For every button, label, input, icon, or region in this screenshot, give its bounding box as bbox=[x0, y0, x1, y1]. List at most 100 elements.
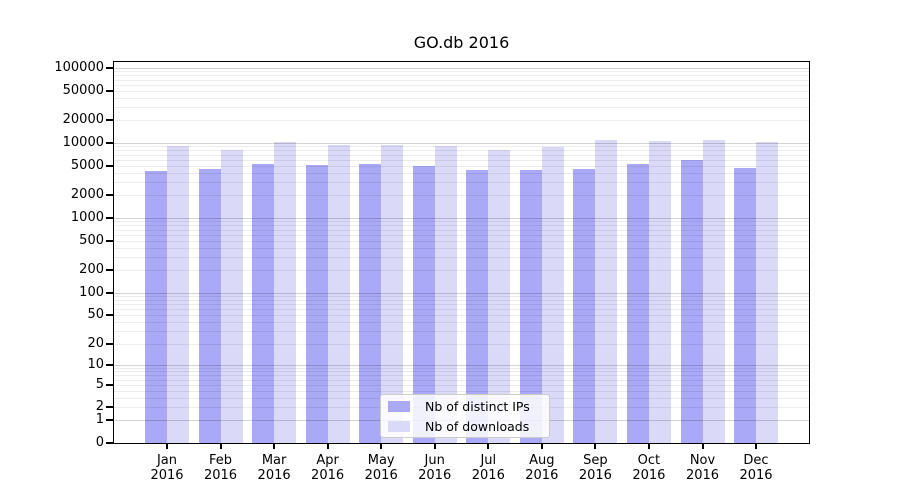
y-tick-label: 1000 bbox=[70, 209, 104, 225]
gridline-minor bbox=[114, 182, 809, 184]
y-tick-label: 100000 bbox=[54, 59, 104, 75]
bar-nb-of-distinct-ips-dec bbox=[734, 167, 756, 443]
y-tick-mark bbox=[106, 419, 113, 422]
y-tick-mark bbox=[106, 363, 113, 366]
gridline-minor bbox=[114, 322, 809, 323]
gridline-minor bbox=[114, 314, 809, 316]
y-tick-label: 10 bbox=[87, 356, 104, 372]
gridline-minor bbox=[114, 97, 809, 99]
bar-nb-of-distinct-ips-nov bbox=[680, 160, 703, 443]
x-tick-label: Mar 2016 bbox=[257, 453, 291, 483]
y-tick-label: 5 bbox=[95, 376, 104, 392]
legend: Nb of distinct IPs Nb of downloads bbox=[380, 394, 550, 438]
legend-label-nb-of-distinct-ips: Nb of distinct IPs bbox=[425, 398, 530, 414]
x-tick-mark bbox=[273, 444, 276, 449]
y-tick-label: 50000 bbox=[62, 82, 104, 98]
gridline-minor bbox=[114, 270, 809, 272]
x-tick-label: Sep 2016 bbox=[578, 453, 612, 483]
bar-nb-of-downloads-jun bbox=[434, 146, 457, 443]
x-tick-mark bbox=[380, 444, 383, 449]
bar-nb-of-distinct-ips-mar bbox=[252, 164, 275, 443]
x-tick-label: Feb 2016 bbox=[203, 453, 238, 483]
gridline-major bbox=[114, 217, 809, 219]
y-tick-mark bbox=[106, 216, 113, 219]
y-tick-mark bbox=[106, 269, 113, 272]
gridline-minor bbox=[114, 154, 809, 156]
y-tick-label: 5000 bbox=[70, 157, 104, 173]
gridline-minor bbox=[114, 304, 809, 306]
bar-nb-of-downloads-jan bbox=[167, 146, 189, 443]
x-tick-mark bbox=[166, 444, 168, 449]
gridline-minor bbox=[114, 390, 809, 392]
bar-nb-of-distinct-ips-oct bbox=[626, 163, 649, 443]
y-tick-mark bbox=[106, 239, 113, 242]
y-tick-label: 200 bbox=[79, 262, 104, 278]
y-tick-mark bbox=[106, 442, 113, 444]
gridline-major bbox=[114, 67, 809, 69]
y-tick-mark bbox=[106, 141, 113, 144]
gridline-minor bbox=[114, 371, 809, 373]
gridline-minor bbox=[114, 159, 809, 161]
y-tick-label: 10000 bbox=[62, 134, 104, 150]
bar-nb-of-downloads-dec bbox=[756, 142, 778, 443]
gridline-minor bbox=[114, 107, 809, 109]
gridline-minor bbox=[114, 120, 809, 122]
bar-nb-of-downloads-oct bbox=[648, 140, 671, 443]
y-tick-label: 0 bbox=[95, 435, 104, 450]
gridline-minor bbox=[114, 368, 809, 369]
gridline-minor bbox=[114, 379, 809, 381]
gridline-major bbox=[114, 292, 809, 294]
y-tick-mark bbox=[106, 164, 113, 167]
y-tick-label: 1 bbox=[95, 412, 104, 428]
gridline-minor bbox=[114, 240, 809, 242]
x-tick-mark bbox=[433, 444, 436, 449]
gridline-minor bbox=[114, 247, 809, 249]
bar-nb-of-downloads-feb bbox=[220, 149, 243, 443]
gridline-minor bbox=[114, 221, 809, 223]
bar-nb-of-distinct-ips-may bbox=[359, 163, 382, 443]
gridline-minor bbox=[114, 150, 809, 152]
y-tick-mark bbox=[106, 383, 113, 386]
gridline-minor bbox=[114, 79, 809, 81]
x-tick-mark bbox=[487, 444, 490, 449]
y-tick-label: 2000 bbox=[70, 187, 104, 203]
y-tick-mark bbox=[106, 194, 113, 197]
bar-nb-of-distinct-ips-apr bbox=[305, 164, 328, 443]
x-tick-label: Nov 2016 bbox=[685, 453, 720, 483]
legend-label-nb-of-downloads: Nb of downloads bbox=[425, 418, 530, 434]
x-tick-label: Jun 2016 bbox=[418, 453, 452, 483]
chart-title: GO.db 2016 bbox=[413, 33, 510, 52]
bar-nb-of-distinct-ips-sep bbox=[573, 169, 596, 443]
gridline-major bbox=[114, 142, 809, 144]
bar-nb-of-downloads-apr bbox=[327, 144, 350, 443]
bar-nb-of-distinct-ips-aug bbox=[519, 169, 542, 443]
legend-entry-nb-of-distinct-ips: Nb of distinct IPs bbox=[388, 396, 549, 416]
x-tick-label: Jan 2016 bbox=[150, 453, 184, 483]
gridline-minor bbox=[114, 165, 809, 167]
gridline-minor bbox=[114, 146, 809, 148]
gridline-minor bbox=[114, 234, 809, 236]
gridline-minor bbox=[114, 75, 809, 77]
gridline-minor bbox=[114, 71, 809, 73]
gridline-minor bbox=[114, 296, 809, 297]
legend-swatch-nb-of-distinct-ips bbox=[388, 400, 410, 412]
x-tick-label: May 2016 bbox=[364, 453, 398, 483]
y-tick-label: 50 bbox=[87, 306, 104, 322]
x-tick-label: Aug 2016 bbox=[525, 453, 559, 483]
x-tick-label: Apr 2016 bbox=[311, 453, 345, 483]
legend-entry-nb-of-downloads: Nb of downloads bbox=[388, 416, 549, 436]
gridline-minor bbox=[114, 225, 809, 227]
bar-nb-of-downloads-aug bbox=[541, 146, 564, 443]
y-tick-mark bbox=[106, 342, 113, 345]
y-tick-mark bbox=[106, 313, 113, 316]
bar-nb-of-distinct-ips-jun bbox=[412, 166, 435, 443]
x-tick-mark bbox=[701, 444, 704, 449]
gridline-minor bbox=[114, 172, 809, 174]
y-tick-label: 20 bbox=[87, 335, 104, 351]
plot-area: Nb of distinct IPs Nb of downloads 0 1 2 5 10… bbox=[54, 60, 810, 483]
gridline-minor bbox=[114, 90, 809, 92]
gridline-minor bbox=[114, 309, 809, 311]
y-tick-mark bbox=[106, 291, 113, 294]
gridline-minor bbox=[114, 195, 809, 197]
x-tick-label: Jul 2016 bbox=[471, 453, 505, 483]
